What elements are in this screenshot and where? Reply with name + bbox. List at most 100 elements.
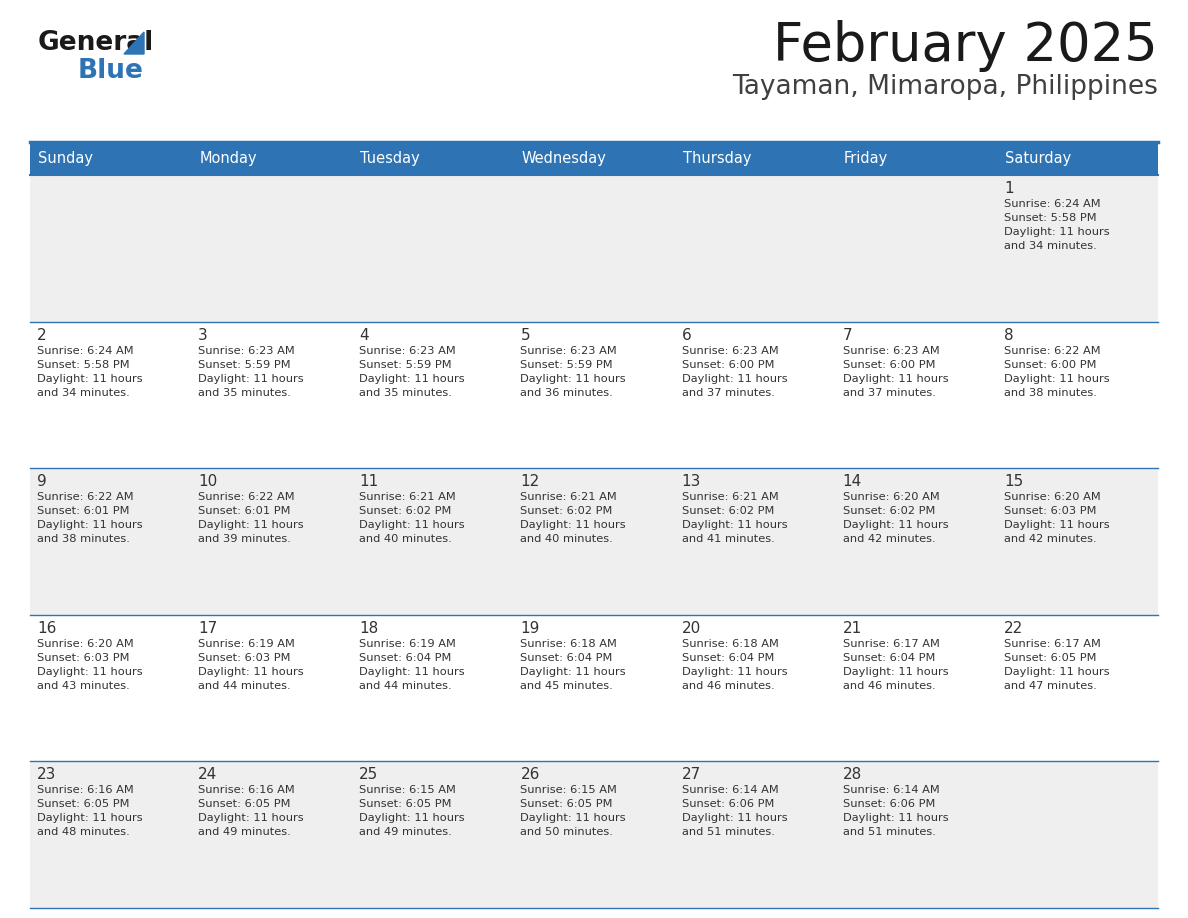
Text: Tuesday: Tuesday — [360, 151, 421, 166]
Text: Sunset: 6:02 PM: Sunset: 6:02 PM — [359, 506, 451, 516]
Text: Daylight: 11 hours: Daylight: 11 hours — [359, 374, 465, 384]
Bar — [675, 142, 835, 175]
Text: Saturday: Saturday — [1005, 151, 1072, 166]
Text: Sunrise: 6:23 AM: Sunrise: 6:23 AM — [359, 345, 456, 355]
Bar — [30, 761, 1158, 908]
Text: and 34 minutes.: and 34 minutes. — [1004, 241, 1097, 251]
Text: Sunset: 6:01 PM: Sunset: 6:01 PM — [198, 506, 291, 516]
Text: Sunrise: 6:14 AM: Sunrise: 6:14 AM — [682, 786, 778, 795]
Text: Sunset: 6:05 PM: Sunset: 6:05 PM — [520, 800, 613, 810]
Text: Daylight: 11 hours: Daylight: 11 hours — [682, 374, 788, 384]
Text: 24: 24 — [198, 767, 217, 782]
Text: Daylight: 11 hours: Daylight: 11 hours — [842, 521, 948, 531]
Text: 7: 7 — [842, 328, 852, 342]
Bar — [835, 142, 997, 175]
Text: and 40 minutes.: and 40 minutes. — [520, 534, 613, 544]
Text: Sunrise: 6:21 AM: Sunrise: 6:21 AM — [359, 492, 456, 502]
Text: 26: 26 — [520, 767, 539, 782]
Text: Sunset: 6:02 PM: Sunset: 6:02 PM — [520, 506, 613, 516]
Text: and 46 minutes.: and 46 minutes. — [842, 681, 935, 691]
Text: Daylight: 11 hours: Daylight: 11 hours — [682, 813, 788, 823]
Text: February 2025: February 2025 — [773, 20, 1158, 72]
Text: and 44 minutes.: and 44 minutes. — [198, 681, 291, 691]
Text: Sunset: 5:58 PM: Sunset: 5:58 PM — [37, 360, 129, 370]
Text: 20: 20 — [682, 621, 701, 636]
Text: Daylight: 11 hours: Daylight: 11 hours — [1004, 374, 1110, 384]
Text: and 43 minutes.: and 43 minutes. — [37, 681, 129, 691]
Text: and 49 minutes.: and 49 minutes. — [359, 827, 453, 837]
Text: Sunrise: 6:16 AM: Sunrise: 6:16 AM — [198, 786, 295, 795]
Text: Sunrise: 6:24 AM: Sunrise: 6:24 AM — [1004, 199, 1100, 209]
Text: Daylight: 11 hours: Daylight: 11 hours — [37, 666, 143, 677]
Text: 16: 16 — [37, 621, 56, 636]
Text: Sunset: 6:00 PM: Sunset: 6:00 PM — [1004, 360, 1097, 370]
Text: Tayaman, Mimaropa, Philippines: Tayaman, Mimaropa, Philippines — [732, 74, 1158, 100]
Text: and 45 minutes.: and 45 minutes. — [520, 681, 613, 691]
Text: 12: 12 — [520, 475, 539, 489]
Text: and 46 minutes.: and 46 minutes. — [682, 681, 775, 691]
Text: Sunset: 6:03 PM: Sunset: 6:03 PM — [37, 653, 129, 663]
Text: 22: 22 — [1004, 621, 1023, 636]
Text: and 51 minutes.: and 51 minutes. — [682, 827, 775, 837]
Text: Sunset: 5:59 PM: Sunset: 5:59 PM — [198, 360, 291, 370]
Text: Blue: Blue — [78, 58, 144, 84]
Text: 8: 8 — [1004, 328, 1013, 342]
Text: Daylight: 11 hours: Daylight: 11 hours — [1004, 521, 1110, 531]
Text: Sunset: 6:00 PM: Sunset: 6:00 PM — [842, 360, 935, 370]
Text: Sunrise: 6:21 AM: Sunrise: 6:21 AM — [520, 492, 618, 502]
Text: Sunrise: 6:15 AM: Sunrise: 6:15 AM — [359, 786, 456, 795]
Text: Daylight: 11 hours: Daylight: 11 hours — [198, 666, 304, 677]
Text: Sunday: Sunday — [38, 151, 93, 166]
Text: Sunrise: 6:21 AM: Sunrise: 6:21 AM — [682, 492, 778, 502]
Text: 28: 28 — [842, 767, 862, 782]
Text: Sunset: 6:02 PM: Sunset: 6:02 PM — [682, 506, 773, 516]
Text: 19: 19 — [520, 621, 539, 636]
Text: Daylight: 11 hours: Daylight: 11 hours — [359, 813, 465, 823]
Text: and 37 minutes.: and 37 minutes. — [842, 387, 936, 397]
Text: and 50 minutes.: and 50 minutes. — [520, 827, 613, 837]
Text: Monday: Monday — [200, 151, 257, 166]
Text: Sunset: 5:58 PM: Sunset: 5:58 PM — [1004, 213, 1097, 223]
Text: Daylight: 11 hours: Daylight: 11 hours — [359, 521, 465, 531]
Text: 5: 5 — [520, 328, 530, 342]
Text: Sunrise: 6:15 AM: Sunrise: 6:15 AM — [520, 786, 618, 795]
Text: General: General — [38, 30, 154, 56]
Text: 21: 21 — [842, 621, 862, 636]
Text: Daylight: 11 hours: Daylight: 11 hours — [1004, 666, 1110, 677]
Text: Sunrise: 6:22 AM: Sunrise: 6:22 AM — [1004, 345, 1100, 355]
Text: Daylight: 11 hours: Daylight: 11 hours — [37, 521, 143, 531]
Bar — [30, 175, 1158, 321]
Text: Daylight: 11 hours: Daylight: 11 hours — [842, 374, 948, 384]
Text: Sunset: 6:05 PM: Sunset: 6:05 PM — [198, 800, 291, 810]
Bar — [30, 321, 1158, 468]
Text: Sunset: 6:04 PM: Sunset: 6:04 PM — [842, 653, 935, 663]
Text: and 38 minutes.: and 38 minutes. — [1004, 387, 1097, 397]
Text: 15: 15 — [1004, 475, 1023, 489]
Text: Daylight: 11 hours: Daylight: 11 hours — [198, 374, 304, 384]
Text: Sunrise: 6:20 AM: Sunrise: 6:20 AM — [37, 639, 134, 649]
Text: Sunset: 6:03 PM: Sunset: 6:03 PM — [1004, 506, 1097, 516]
Text: Daylight: 11 hours: Daylight: 11 hours — [520, 374, 626, 384]
Text: Sunrise: 6:18 AM: Sunrise: 6:18 AM — [520, 639, 618, 649]
Text: Daylight: 11 hours: Daylight: 11 hours — [198, 521, 304, 531]
Text: Sunset: 6:01 PM: Sunset: 6:01 PM — [37, 506, 129, 516]
Text: Sunrise: 6:16 AM: Sunrise: 6:16 AM — [37, 786, 134, 795]
Bar — [30, 615, 1158, 761]
Text: Daylight: 11 hours: Daylight: 11 hours — [842, 666, 948, 677]
Text: 27: 27 — [682, 767, 701, 782]
Bar — [191, 142, 353, 175]
Text: Sunrise: 6:22 AM: Sunrise: 6:22 AM — [37, 492, 133, 502]
Text: Daylight: 11 hours: Daylight: 11 hours — [359, 666, 465, 677]
Text: Sunrise: 6:20 AM: Sunrise: 6:20 AM — [842, 492, 940, 502]
Text: and 42 minutes.: and 42 minutes. — [842, 534, 935, 544]
Text: Sunrise: 6:22 AM: Sunrise: 6:22 AM — [198, 492, 295, 502]
Text: and 47 minutes.: and 47 minutes. — [1004, 681, 1097, 691]
Text: Sunset: 6:02 PM: Sunset: 6:02 PM — [842, 506, 935, 516]
Text: Sunrise: 6:23 AM: Sunrise: 6:23 AM — [682, 345, 778, 355]
Text: Sunrise: 6:23 AM: Sunrise: 6:23 AM — [198, 345, 295, 355]
Text: 10: 10 — [198, 475, 217, 489]
Text: Sunrise: 6:17 AM: Sunrise: 6:17 AM — [842, 639, 940, 649]
Text: and 37 minutes.: and 37 minutes. — [682, 387, 775, 397]
Text: and 51 minutes.: and 51 minutes. — [842, 827, 936, 837]
Text: and 35 minutes.: and 35 minutes. — [198, 387, 291, 397]
